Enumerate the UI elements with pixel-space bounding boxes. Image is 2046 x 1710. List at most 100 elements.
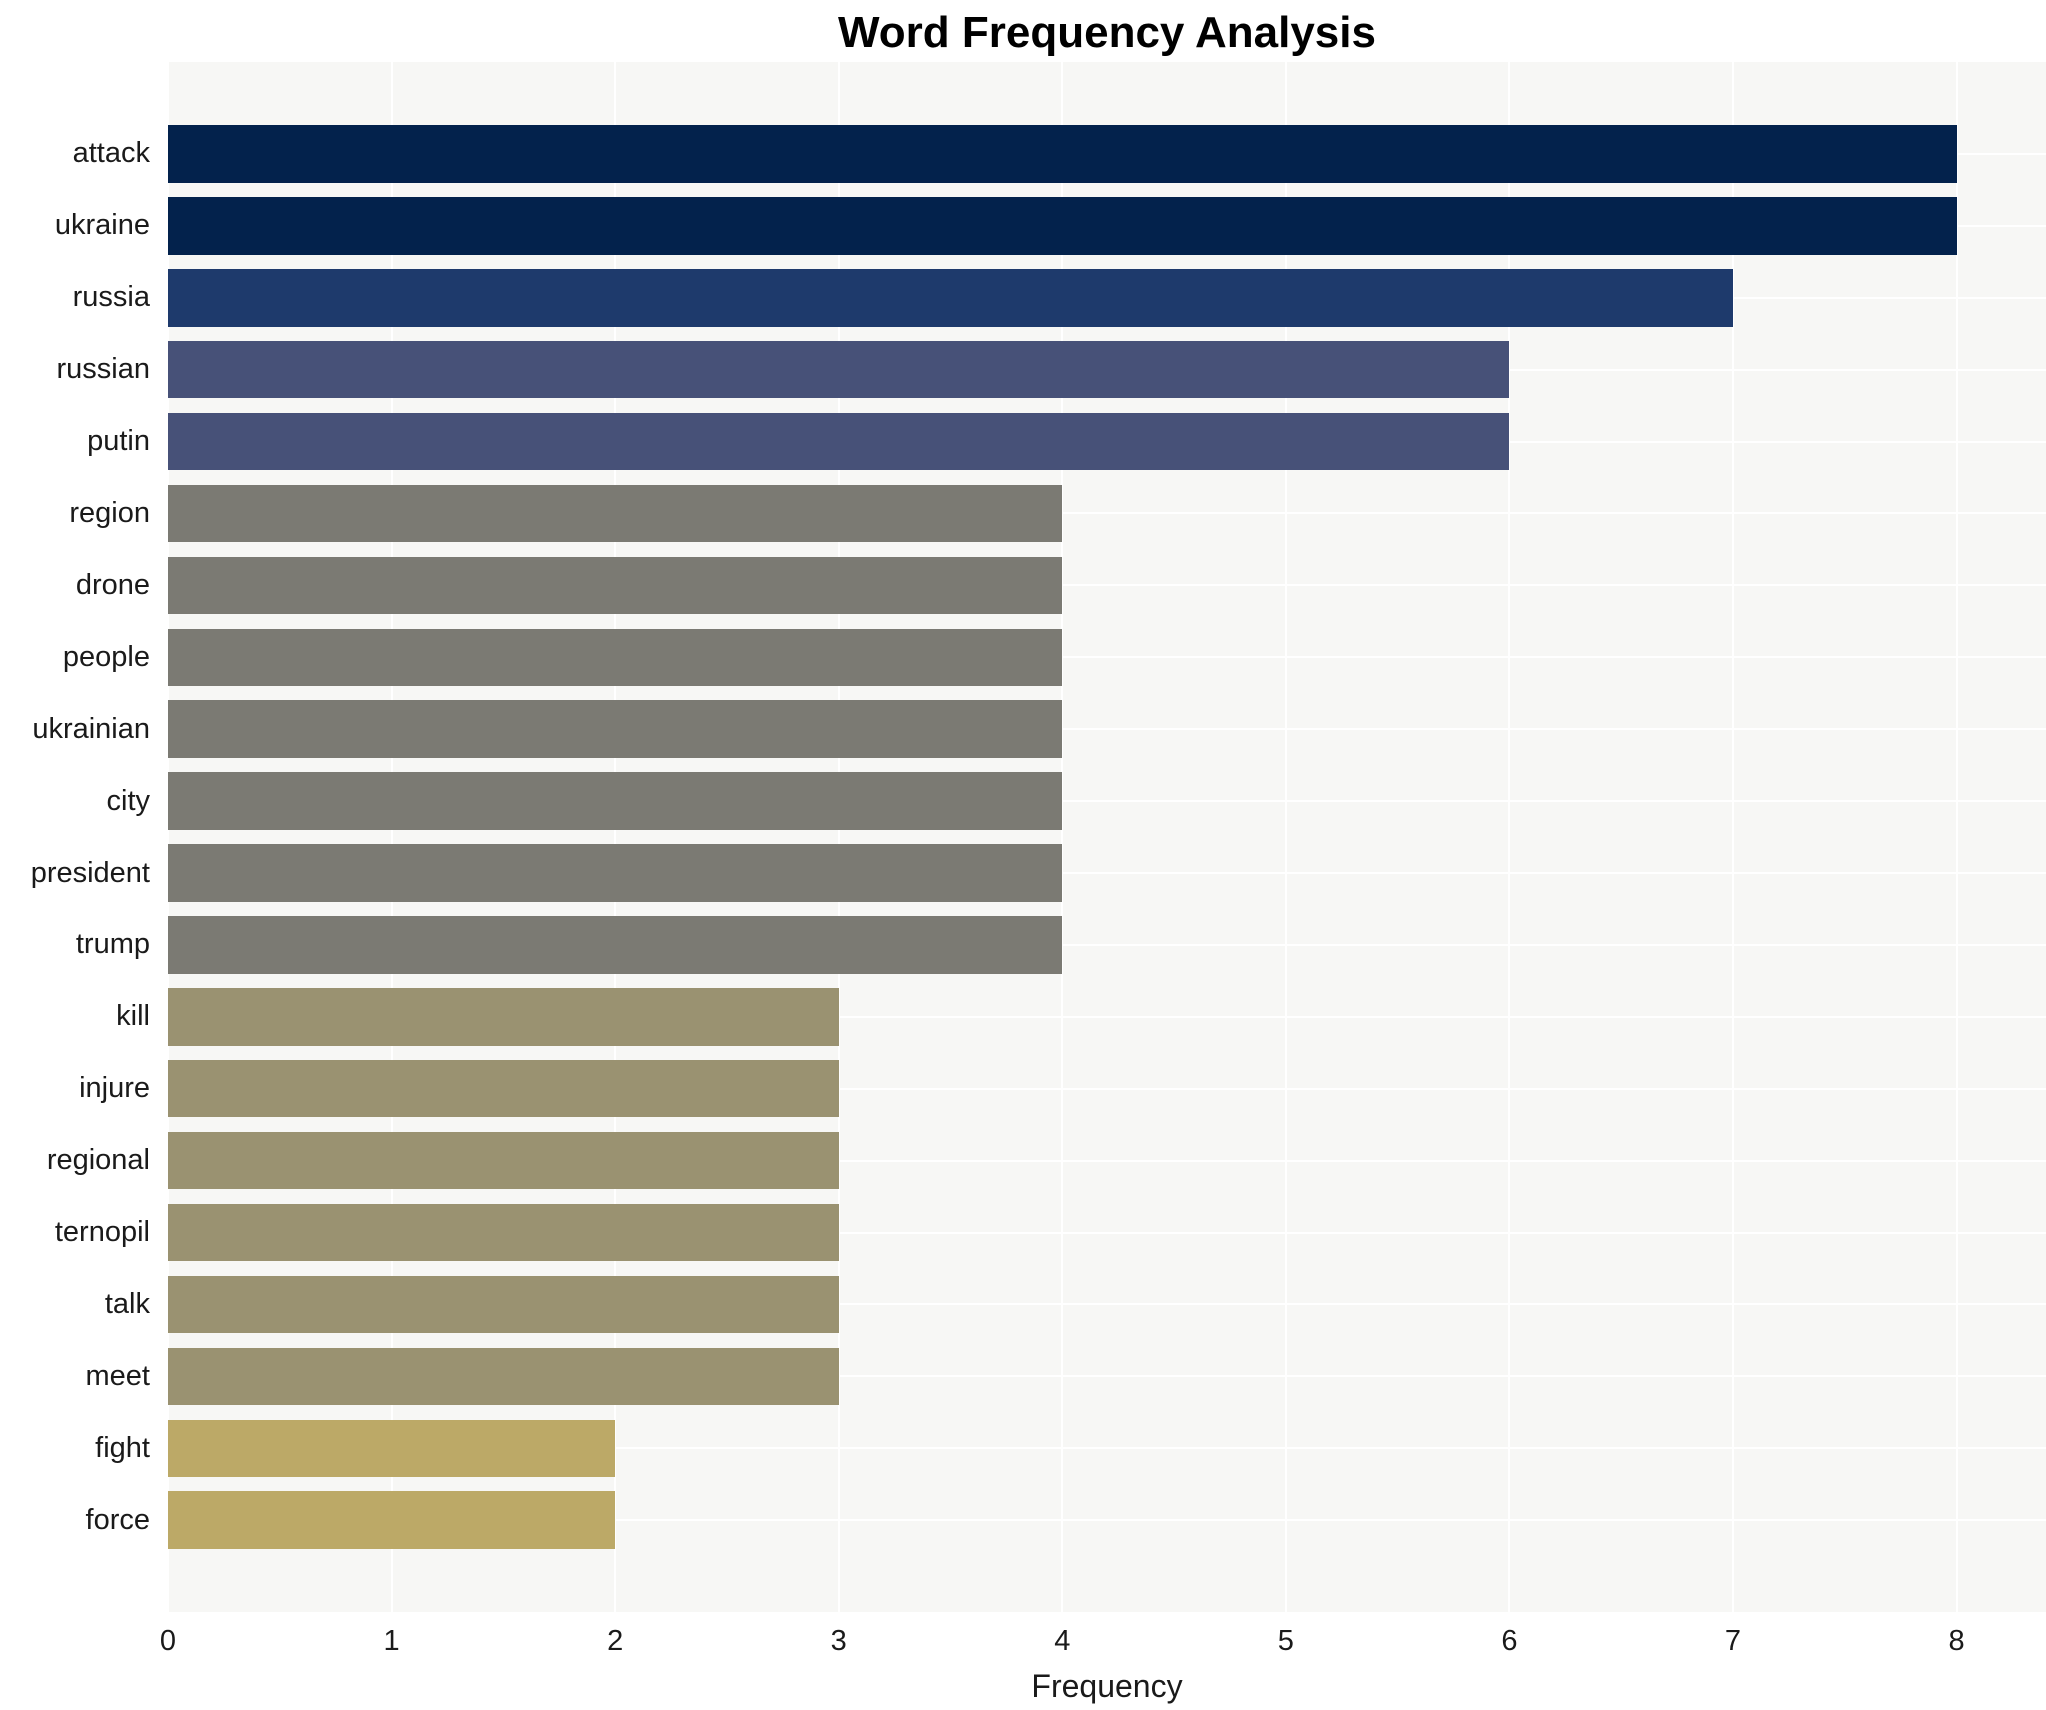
bar-city xyxy=(168,772,1063,830)
vertical-gridline xyxy=(1955,62,1958,1612)
bar-row xyxy=(168,1269,2046,1341)
bar-row xyxy=(168,1484,2046,1556)
bar-meet xyxy=(168,1347,839,1406)
vertical-gridline xyxy=(1732,62,1734,1612)
bar-row xyxy=(168,837,2046,909)
bar-row xyxy=(168,190,2046,262)
horizontal-gridline xyxy=(168,656,2046,659)
y-tick-label: injure xyxy=(79,1072,150,1105)
y-tick-label: ukraine xyxy=(54,209,150,242)
bar-talk xyxy=(168,1275,839,1334)
vertical-gridline xyxy=(1061,62,1064,1612)
vertical-gridline xyxy=(614,62,617,1612)
bar-row xyxy=(168,262,2046,334)
vertical-gridline xyxy=(1284,62,1287,1612)
chart-title: Word Frequency Analysis xyxy=(838,8,1376,57)
x-tick-label: 7 xyxy=(1724,1625,1742,1657)
x-tick-label: 5 xyxy=(1277,1625,1294,1657)
bar-russia xyxy=(168,269,1733,327)
horizontal-gridline xyxy=(168,1447,2046,1450)
x-tick-label: 1 xyxy=(383,1625,400,1657)
horizontal-gridline xyxy=(168,512,2046,515)
y-tick-label: fight xyxy=(95,1431,150,1464)
x-axis-label: Frequency xyxy=(1031,1668,1183,1704)
x-tick-label: 4 xyxy=(1054,1625,1071,1657)
x-tick-label: 6 xyxy=(1501,1625,1518,1657)
y-tick-label: putin xyxy=(87,425,150,458)
vertical-gridline xyxy=(167,62,169,1612)
bar-row xyxy=(168,1053,2046,1125)
bar-row xyxy=(168,981,2046,1053)
y-tick-label: city xyxy=(106,784,151,817)
bar-force xyxy=(168,1491,616,1549)
bar-regional xyxy=(168,1131,839,1190)
x-tick-label: 0 xyxy=(159,1625,177,1657)
vertical-gridline xyxy=(837,62,840,1612)
x-tick-label: 2 xyxy=(607,1625,624,1657)
vertical-gridline xyxy=(1508,62,1511,1612)
y-tick-label: kill xyxy=(116,1000,150,1033)
horizontal-gridline xyxy=(168,1303,2046,1306)
bar-ternopil xyxy=(168,1203,839,1262)
y-tick-label: force xyxy=(85,1503,150,1536)
bar-row xyxy=(168,334,2046,406)
bar-row xyxy=(168,1412,2046,1484)
bar-row xyxy=(168,1125,2046,1197)
bar-trump xyxy=(168,916,1063,974)
bar-president xyxy=(168,844,1063,902)
y-tick-label: people xyxy=(62,640,150,673)
bar-rows xyxy=(168,118,2046,1556)
bar-drone xyxy=(168,556,1063,615)
horizontal-gridline xyxy=(168,1015,2046,1018)
bar-row xyxy=(168,621,2046,693)
horizontal-gridline xyxy=(168,872,2046,875)
y-tick-label: attack xyxy=(72,137,150,170)
bar-row xyxy=(168,765,2046,837)
horizontal-gridline xyxy=(168,943,2046,946)
y-tick-label: meet xyxy=(85,1359,150,1392)
bar-row xyxy=(168,478,2046,550)
y-tick-label: russian xyxy=(56,353,151,386)
x-axis-ticks: 0 1 2 3 4 5 6 7 8 xyxy=(160,1624,2046,1666)
bar-row xyxy=(168,118,2046,190)
bar-row xyxy=(168,693,2046,765)
plot-area xyxy=(167,62,2046,1612)
bar-region xyxy=(168,484,1063,543)
horizontal-gridline xyxy=(168,1375,2046,1378)
y-tick-label: region xyxy=(69,496,150,529)
horizontal-gridline xyxy=(168,1087,2046,1090)
bar-attack xyxy=(168,125,1957,183)
horizontal-gridline xyxy=(168,728,2046,731)
horizontal-gridline xyxy=(168,584,2046,587)
bar-row xyxy=(168,1197,2046,1269)
bar-ukrainian xyxy=(168,700,1063,758)
bar-kill xyxy=(168,988,839,1046)
bar-row xyxy=(168,1340,2046,1412)
bar-russian xyxy=(168,340,1510,399)
y-tick-label: ternopil xyxy=(54,1216,150,1249)
y-tick-label: ukrainian xyxy=(32,712,150,745)
vertical-gridline xyxy=(390,62,393,1612)
y-tick-label: talk xyxy=(104,1287,150,1320)
x-tick-label: 3 xyxy=(830,1625,847,1657)
horizontal-gridline xyxy=(168,1519,2046,1522)
x-tick-label: 8 xyxy=(1948,1625,1965,1657)
bar-injure xyxy=(168,1059,839,1118)
bar-people xyxy=(168,628,1063,687)
y-axis-labels: attack ukraine russia russian putin region dro… xyxy=(0,118,150,1556)
horizontal-gridline xyxy=(168,1159,2046,1162)
y-tick-label: president xyxy=(30,856,150,889)
bar-row xyxy=(168,909,2046,981)
bar-ukraine xyxy=(168,197,1957,255)
bar-row xyxy=(168,406,2046,478)
bar-row xyxy=(168,549,2046,621)
y-tick-label: drone xyxy=(75,568,150,601)
horizontal-gridline xyxy=(168,1231,2046,1234)
bar-putin xyxy=(168,412,1510,471)
bar-fight xyxy=(168,1419,616,1478)
horizontal-gridline xyxy=(168,800,2046,803)
y-tick-label: trump xyxy=(75,928,150,961)
y-tick-label: regional xyxy=(46,1144,150,1177)
y-tick-label: russia xyxy=(72,281,150,314)
